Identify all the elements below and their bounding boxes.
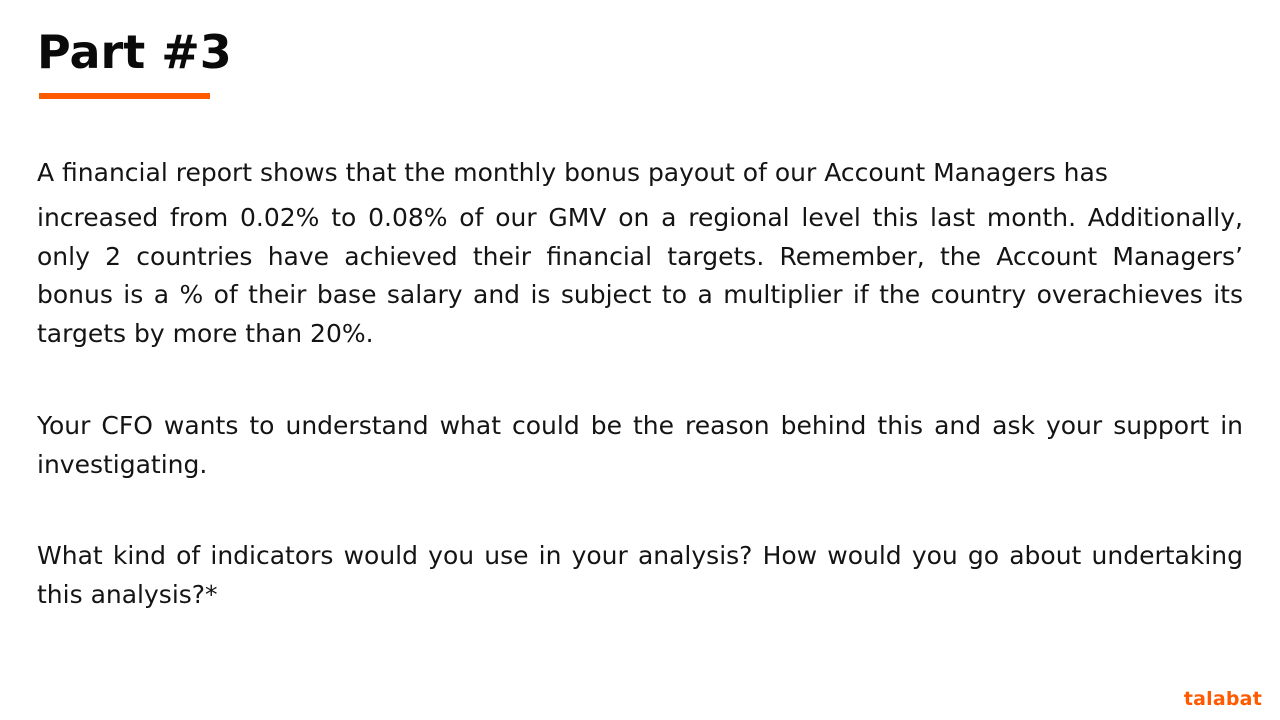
title-underline <box>39 93 210 99</box>
talabat-logo: talabat <box>1183 688 1262 710</box>
paragraph-1-line-1: A financial report shows that the monthl… <box>37 158 1108 187</box>
paragraph-2: Your CFO wants to understand what could … <box>37 411 1243 479</box>
slide-title: Part #3 <box>37 25 232 79</box>
paragraph-1-body: increased from 0.02% to 0.08% of our GMV… <box>37 203 1243 348</box>
paragraph-3: What kind of indicators would you use in… <box>37 541 1243 609</box>
